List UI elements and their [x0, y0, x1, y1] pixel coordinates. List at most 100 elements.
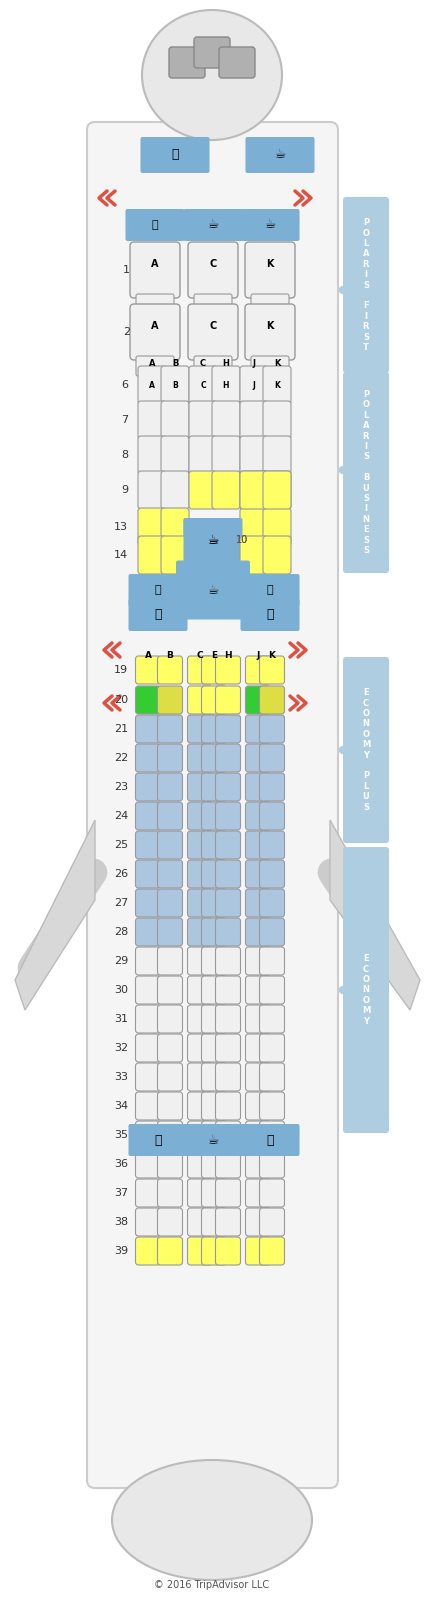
- FancyBboxPatch shape: [158, 1093, 182, 1120]
- FancyBboxPatch shape: [187, 655, 212, 684]
- FancyBboxPatch shape: [136, 714, 161, 743]
- FancyBboxPatch shape: [187, 1179, 212, 1206]
- FancyBboxPatch shape: [201, 774, 227, 801]
- FancyBboxPatch shape: [136, 1093, 161, 1120]
- FancyBboxPatch shape: [246, 1150, 270, 1177]
- Text: 🚻: 🚻: [154, 1134, 162, 1147]
- FancyBboxPatch shape: [158, 803, 182, 830]
- FancyBboxPatch shape: [260, 918, 284, 947]
- FancyBboxPatch shape: [201, 803, 227, 830]
- Text: 🚻: 🚻: [154, 609, 162, 622]
- FancyBboxPatch shape: [158, 918, 182, 947]
- Text: C: C: [200, 359, 206, 367]
- FancyBboxPatch shape: [240, 400, 268, 439]
- Text: B: B: [172, 359, 178, 367]
- FancyBboxPatch shape: [260, 889, 284, 916]
- FancyBboxPatch shape: [215, 1208, 241, 1237]
- FancyBboxPatch shape: [251, 356, 289, 376]
- FancyBboxPatch shape: [241, 1125, 300, 1157]
- Text: 10: 10: [236, 535, 248, 545]
- FancyBboxPatch shape: [187, 1121, 212, 1149]
- FancyBboxPatch shape: [161, 400, 189, 439]
- Text: A: A: [151, 260, 159, 269]
- FancyBboxPatch shape: [161, 365, 189, 404]
- FancyBboxPatch shape: [246, 947, 270, 976]
- FancyBboxPatch shape: [201, 918, 227, 947]
- FancyBboxPatch shape: [241, 599, 300, 631]
- FancyBboxPatch shape: [245, 242, 295, 298]
- FancyBboxPatch shape: [263, 471, 291, 509]
- Text: H: H: [223, 381, 229, 389]
- FancyBboxPatch shape: [246, 976, 270, 1004]
- Text: 29: 29: [114, 956, 128, 966]
- FancyBboxPatch shape: [158, 714, 182, 743]
- Text: ☕: ☕: [264, 218, 276, 232]
- FancyBboxPatch shape: [215, 1033, 241, 1062]
- FancyBboxPatch shape: [136, 356, 174, 376]
- FancyBboxPatch shape: [188, 242, 238, 298]
- FancyBboxPatch shape: [215, 1237, 241, 1266]
- FancyBboxPatch shape: [343, 847, 389, 1133]
- FancyBboxPatch shape: [128, 599, 187, 631]
- FancyBboxPatch shape: [161, 508, 189, 546]
- FancyBboxPatch shape: [246, 803, 270, 830]
- FancyBboxPatch shape: [138, 365, 166, 404]
- FancyBboxPatch shape: [215, 714, 241, 743]
- FancyBboxPatch shape: [187, 947, 212, 976]
- Text: J: J: [252, 381, 255, 389]
- FancyBboxPatch shape: [260, 1208, 284, 1237]
- FancyBboxPatch shape: [201, 1064, 227, 1091]
- FancyBboxPatch shape: [201, 1093, 227, 1120]
- FancyBboxPatch shape: [136, 1004, 161, 1033]
- FancyBboxPatch shape: [215, 1150, 241, 1177]
- FancyBboxPatch shape: [161, 471, 189, 509]
- FancyBboxPatch shape: [215, 1064, 241, 1091]
- FancyBboxPatch shape: [246, 714, 270, 743]
- Text: ☕: ☕: [207, 533, 218, 546]
- FancyBboxPatch shape: [201, 1033, 227, 1062]
- Polygon shape: [15, 820, 95, 1009]
- FancyBboxPatch shape: [158, 889, 182, 916]
- FancyBboxPatch shape: [215, 947, 241, 976]
- FancyBboxPatch shape: [260, 714, 284, 743]
- FancyBboxPatch shape: [246, 831, 270, 859]
- Text: 34: 34: [114, 1101, 128, 1112]
- Text: C: C: [210, 260, 217, 269]
- FancyBboxPatch shape: [215, 1093, 241, 1120]
- FancyBboxPatch shape: [187, 860, 212, 888]
- FancyBboxPatch shape: [260, 774, 284, 801]
- FancyBboxPatch shape: [130, 304, 180, 360]
- FancyBboxPatch shape: [187, 774, 212, 801]
- FancyBboxPatch shape: [158, 1237, 182, 1266]
- FancyBboxPatch shape: [169, 46, 205, 78]
- FancyBboxPatch shape: [246, 1093, 270, 1120]
- FancyBboxPatch shape: [184, 208, 243, 240]
- Text: 🧥: 🧥: [152, 219, 158, 231]
- FancyBboxPatch shape: [201, 947, 227, 976]
- FancyBboxPatch shape: [241, 574, 300, 606]
- FancyBboxPatch shape: [158, 860, 182, 888]
- FancyBboxPatch shape: [176, 1125, 250, 1157]
- FancyBboxPatch shape: [260, 947, 284, 976]
- FancyBboxPatch shape: [158, 743, 182, 772]
- FancyBboxPatch shape: [263, 471, 291, 509]
- Text: 35: 35: [114, 1129, 128, 1141]
- FancyBboxPatch shape: [136, 860, 161, 888]
- FancyBboxPatch shape: [187, 918, 212, 947]
- Text: K: K: [274, 359, 280, 367]
- FancyBboxPatch shape: [260, 1150, 284, 1177]
- Text: H: H: [223, 359, 230, 367]
- FancyBboxPatch shape: [158, 686, 182, 714]
- FancyBboxPatch shape: [260, 1093, 284, 1120]
- Text: J: J: [252, 359, 255, 367]
- Text: J: J: [256, 652, 260, 660]
- Text: 36: 36: [114, 1158, 128, 1169]
- FancyBboxPatch shape: [246, 1179, 270, 1206]
- FancyBboxPatch shape: [136, 1033, 161, 1062]
- FancyBboxPatch shape: [201, 1208, 227, 1237]
- FancyBboxPatch shape: [194, 295, 232, 314]
- FancyBboxPatch shape: [189, 471, 217, 509]
- FancyBboxPatch shape: [246, 1004, 270, 1033]
- Text: 23: 23: [114, 782, 128, 791]
- Text: 38: 38: [114, 1218, 128, 1227]
